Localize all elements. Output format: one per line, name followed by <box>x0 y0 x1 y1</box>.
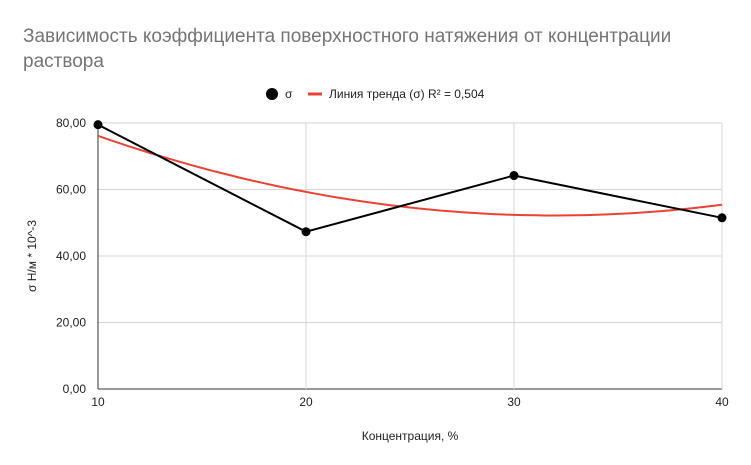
x-tick-label: 10 <box>91 395 105 409</box>
x-tick-label: 40 <box>715 395 729 409</box>
y-tick-label: 0,00 <box>63 382 87 396</box>
y-tick-label: 60,00 <box>56 183 86 197</box>
data-point[interactable] <box>301 227 311 237</box>
data-point[interactable] <box>93 120 103 130</box>
legend-label-sigma: σ <box>285 87 293 101</box>
legend-label-trendline: Линия тренда (σ) R² = 0,504 <box>329 87 485 101</box>
x-tick-label: 20 <box>299 395 313 409</box>
legend[interactable]: σ Линия тренда (σ) R² = 0,504 <box>266 87 485 101</box>
y-axis-title: σ Н/м * 10^-3 <box>25 220 39 292</box>
chart-title-line1: Зависимость коэффициента поверхностного … <box>23 26 671 47</box>
trendline <box>97 134 723 217</box>
chart-title-line2: раствора <box>23 51 104 72</box>
grid <box>97 122 723 390</box>
data-point[interactable] <box>717 213 727 223</box>
data-point[interactable] <box>509 171 519 181</box>
x-axis-title: Концентрация, % <box>362 429 459 443</box>
series-line-sigma <box>97 123 723 233</box>
y-axis-ticks: 0,00 20,00 40,00 60,00 80,00 <box>56 116 86 396</box>
data-points <box>93 120 727 237</box>
x-axis-ticks: 10 20 30 40 <box>91 395 729 409</box>
legend-marker-sigma <box>266 88 278 100</box>
y-tick-label: 40,00 <box>56 249 86 263</box>
x-tick-label: 30 <box>507 395 521 409</box>
y-tick-label: 20,00 <box>56 316 86 330</box>
y-tick-label: 80,00 <box>56 116 86 130</box>
